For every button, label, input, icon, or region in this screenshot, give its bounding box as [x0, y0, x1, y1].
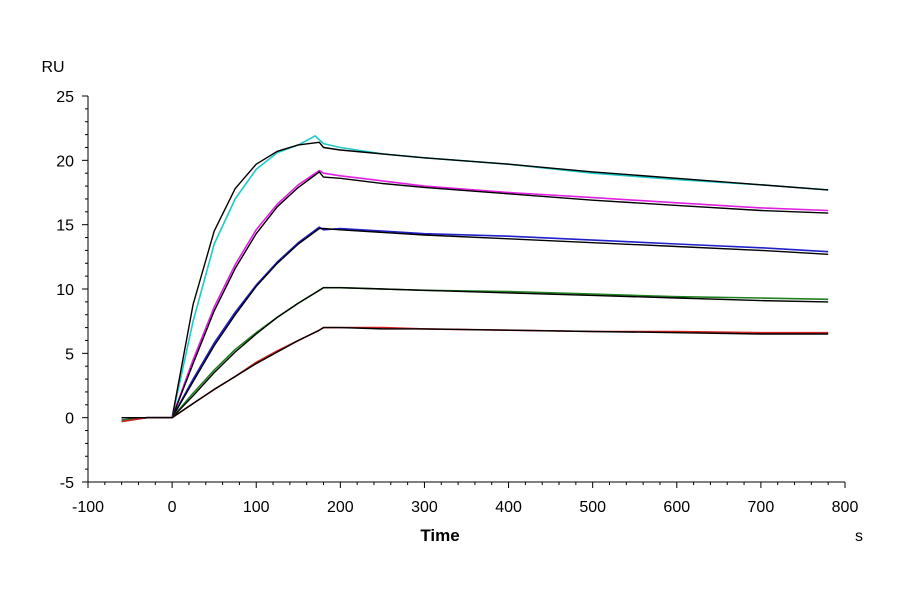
- fit-curve-line: [121, 326, 829, 419]
- labels-layer: RU Time s: [41, 59, 863, 545]
- x-tick-label: 600: [663, 499, 690, 516]
- x-tick-label: 800: [832, 499, 859, 516]
- y-tick-label: 5: [65, 346, 74, 363]
- y-tick-label: 20: [56, 153, 74, 170]
- x-tick-label: 100: [243, 499, 270, 516]
- x-tick-label: -100: [72, 499, 104, 516]
- y-tick-label: 10: [56, 282, 74, 299]
- response-curve-line: [121, 226, 829, 421]
- response-curve-line: [121, 326, 829, 423]
- y-axis-label: RU: [41, 59, 64, 76]
- x-tick-label: 0: [168, 499, 177, 516]
- response-curve-line: [121, 286, 829, 421]
- x-axis-title: Time: [420, 526, 459, 545]
- x-tick-label: 300: [411, 499, 438, 516]
- x-axis-unit: s: [855, 528, 863, 545]
- series-layer: [121, 135, 829, 423]
- x-tick-label: 200: [327, 499, 354, 516]
- x-tick-label: 500: [579, 499, 606, 516]
- fit-curve-line: [121, 227, 829, 419]
- fit-curve-line: [121, 171, 829, 419]
- x-tick-label: 700: [748, 499, 775, 516]
- response-curve-line: [121, 169, 829, 421]
- x-tick-label: 400: [495, 499, 522, 516]
- y-tick-label: -5: [60, 475, 74, 492]
- axes: -5 0 5 10 15 20 25 -100 0 100 200 300 400 500 600 700 80…: [56, 89, 858, 516]
- y-tick-label: 15: [56, 218, 74, 235]
- fit-curve-line: [121, 141, 829, 419]
- y-tick-label: 0: [65, 411, 74, 428]
- response-curve-line: [121, 135, 829, 423]
- y-tick-label: 25: [56, 89, 74, 106]
- fit-curve-line: [121, 287, 829, 419]
